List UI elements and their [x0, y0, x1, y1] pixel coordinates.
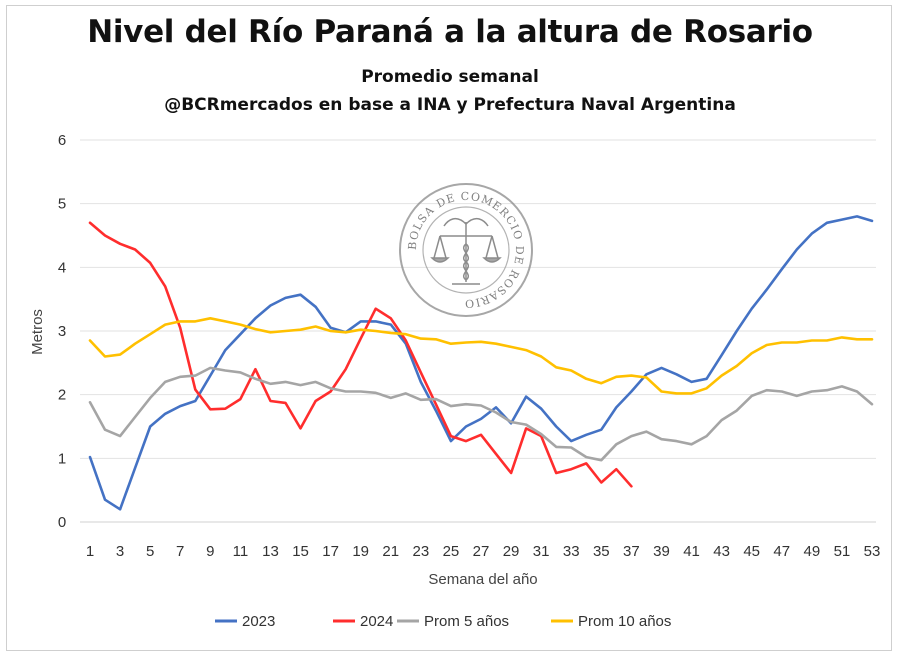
x-tick-label: 25 [443, 543, 460, 560]
series-line-3 [88, 316, 874, 395]
x-tick-label: 17 [322, 543, 339, 560]
legend-label-2: Prom 5 años [424, 613, 509, 630]
chart-subtitle: Promedio semanal [361, 67, 539, 87]
y-tick-label: 3 [58, 323, 66, 340]
x-tick-label: 1 [86, 543, 94, 560]
x-tick-label: 39 [653, 543, 670, 560]
x-tick-label: 9 [206, 543, 214, 560]
scales-caduceus-icon [430, 217, 502, 285]
x-tick-label: 51 [834, 543, 851, 560]
series-line-1 [88, 221, 633, 488]
x-tick-label: 45 [743, 543, 760, 560]
legend-label-1: 2024 [360, 613, 393, 630]
x-tick-label: 3 [116, 543, 124, 560]
legend: 2023 2024 Prom 5 años Prom 10 años [215, 613, 671, 630]
y-axis-ticks: 0 1 2 3 4 5 6 [58, 132, 66, 531]
x-tick-label: 43 [713, 543, 730, 560]
x-tick-label: 23 [413, 543, 430, 560]
x-tick-label: 47 [773, 543, 790, 560]
x-tick-label: 7 [176, 543, 184, 560]
y-tick-label: 0 [58, 514, 66, 531]
y-tick-label: 5 [58, 196, 66, 213]
y-axis-label: Metros [29, 309, 46, 355]
series-lines [88, 215, 874, 511]
x-tick-label: 37 [623, 543, 640, 560]
chart-title: Nivel del Río Paraná a la altura de Rosa… [87, 14, 813, 50]
y-tick-label: 6 [58, 132, 66, 149]
x-tick-label: 13 [262, 543, 279, 560]
legend-label-3: Prom 10 años [578, 613, 671, 630]
chart-frame [6, 5, 892, 651]
x-axis-ticks: 1 3 5 7 9 11 13 15 17 19 21 23 25 27 29 31 33 35 37 39 41 43 4… [86, 543, 881, 560]
x-tick-label: 19 [352, 543, 369, 560]
y-tick-label: 4 [58, 259, 66, 276]
x-tick-label: 29 [503, 543, 520, 560]
chart-source: @BCRmercados en base a INA y Prefectura … [164, 95, 736, 115]
x-tick-label: 35 [593, 543, 610, 560]
x-tick-label: 21 [382, 543, 399, 560]
x-tick-label: 5 [146, 543, 154, 560]
legend-label-0: 2023 [242, 613, 275, 630]
y-tick-label: 2 [58, 387, 66, 404]
x-tick-label: 41 [683, 543, 700, 560]
y-tick-label: 1 [58, 450, 66, 467]
series-line-2 [88, 366, 874, 462]
x-tick-label: 15 [292, 543, 309, 560]
x-tick-label: 27 [473, 543, 490, 560]
x-tick-label: 11 [233, 543, 249, 560]
x-axis-label: Semana del año [428, 571, 537, 588]
x-tick-label: 49 [804, 543, 821, 560]
x-tick-label: 33 [563, 543, 580, 560]
x-tick-label: 31 [533, 543, 550, 560]
series-line-0 [88, 215, 874, 511]
x-tick-label: 53 [864, 543, 881, 560]
grid-lines [80, 139, 876, 523]
